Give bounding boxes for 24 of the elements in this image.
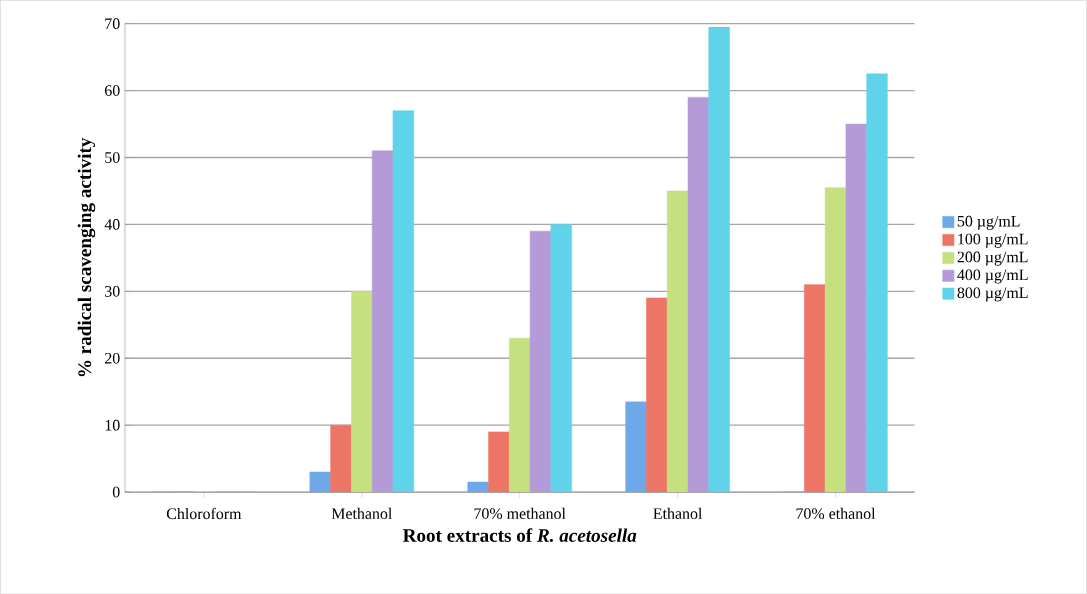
legend-label: 400 µg/mL xyxy=(957,269,1028,284)
x-tick-label: Ethanol xyxy=(653,507,703,519)
legend-label: 800 µg/mL xyxy=(957,287,1028,302)
y-tick-label: 0 xyxy=(112,486,120,498)
y-tick-label: 50 xyxy=(105,151,120,163)
x-tick-label: 70% methanol xyxy=(474,507,566,519)
legend-label: 100 µg/mL xyxy=(958,233,1028,248)
legend-label: 50 µg/mL xyxy=(957,215,1020,230)
y-tick-label: 60 xyxy=(105,85,120,96)
y-tick-label: 30 xyxy=(105,285,120,297)
y-tick-label: 70 xyxy=(105,18,120,29)
bar xyxy=(330,424,352,492)
legend-label: 200 µg/mL xyxy=(957,251,1028,266)
bar xyxy=(646,297,668,492)
bar xyxy=(488,431,510,492)
bar xyxy=(804,284,826,492)
y-tick-label: 20 xyxy=(105,352,120,364)
y-axis-title: % radical scavenging activity xyxy=(77,137,96,377)
x-tick-label: Methanol xyxy=(331,507,393,519)
x-axis-title: Root extracts of R. acetosella xyxy=(402,528,637,542)
x-tick-label: Chloroform xyxy=(166,507,242,519)
x-tick-label: 70% ethanol xyxy=(796,507,876,519)
y-tick-label: 40 xyxy=(104,218,120,230)
y-tick-label: 10 xyxy=(105,419,120,431)
